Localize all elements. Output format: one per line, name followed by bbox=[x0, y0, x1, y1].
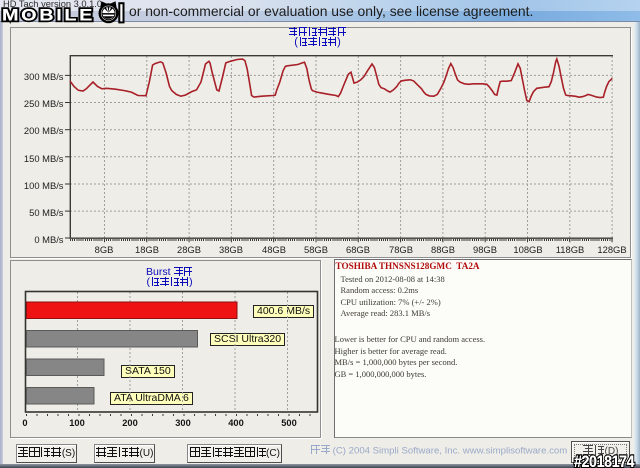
svg-text:MOBILE: MOBILE bbox=[2, 7, 95, 25]
svg-text:MOBILE: MOBILE bbox=[2, 7, 95, 25]
